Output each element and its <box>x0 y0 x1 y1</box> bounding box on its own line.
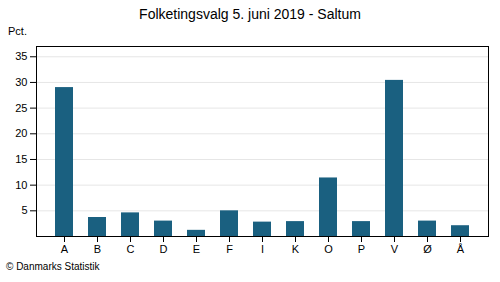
svg-text:15: 15 <box>15 153 27 165</box>
svg-text:I: I <box>261 243 264 255</box>
svg-text:C: C <box>127 243 135 255</box>
svg-text:5: 5 <box>21 204 27 216</box>
svg-text:10: 10 <box>15 179 27 191</box>
svg-text:F: F <box>226 243 233 255</box>
svg-text:K: K <box>292 243 300 255</box>
html-text:Folketingsvalg 5. juni 2019 -: Folketingsvalg 5. juni 2019 - Saltum <box>139 6 361 22</box>
svg-text:V: V <box>391 243 399 255</box>
svg-text:P: P <box>358 243 365 255</box>
svg-text:Ø: Ø <box>423 243 432 255</box>
svg-text:A: A <box>61 243 69 255</box>
html-text:© Danmarks Statistik: © Danmarks Statistik <box>6 261 100 272</box>
svg-text:B: B <box>94 243 101 255</box>
svg-text:E: E <box>193 243 200 255</box>
svg-text:20: 20 <box>15 127 27 139</box>
svg-text:35: 35 <box>15 50 27 62</box>
svg-text:30: 30 <box>15 76 27 88</box>
svg-text:D: D <box>160 243 168 255</box>
svg-text:Å: Å <box>457 243 465 255</box>
svg-text:O: O <box>324 243 333 255</box>
html-text:Pct.: Pct. <box>8 25 27 37</box>
svg-text:25: 25 <box>15 102 27 114</box>
